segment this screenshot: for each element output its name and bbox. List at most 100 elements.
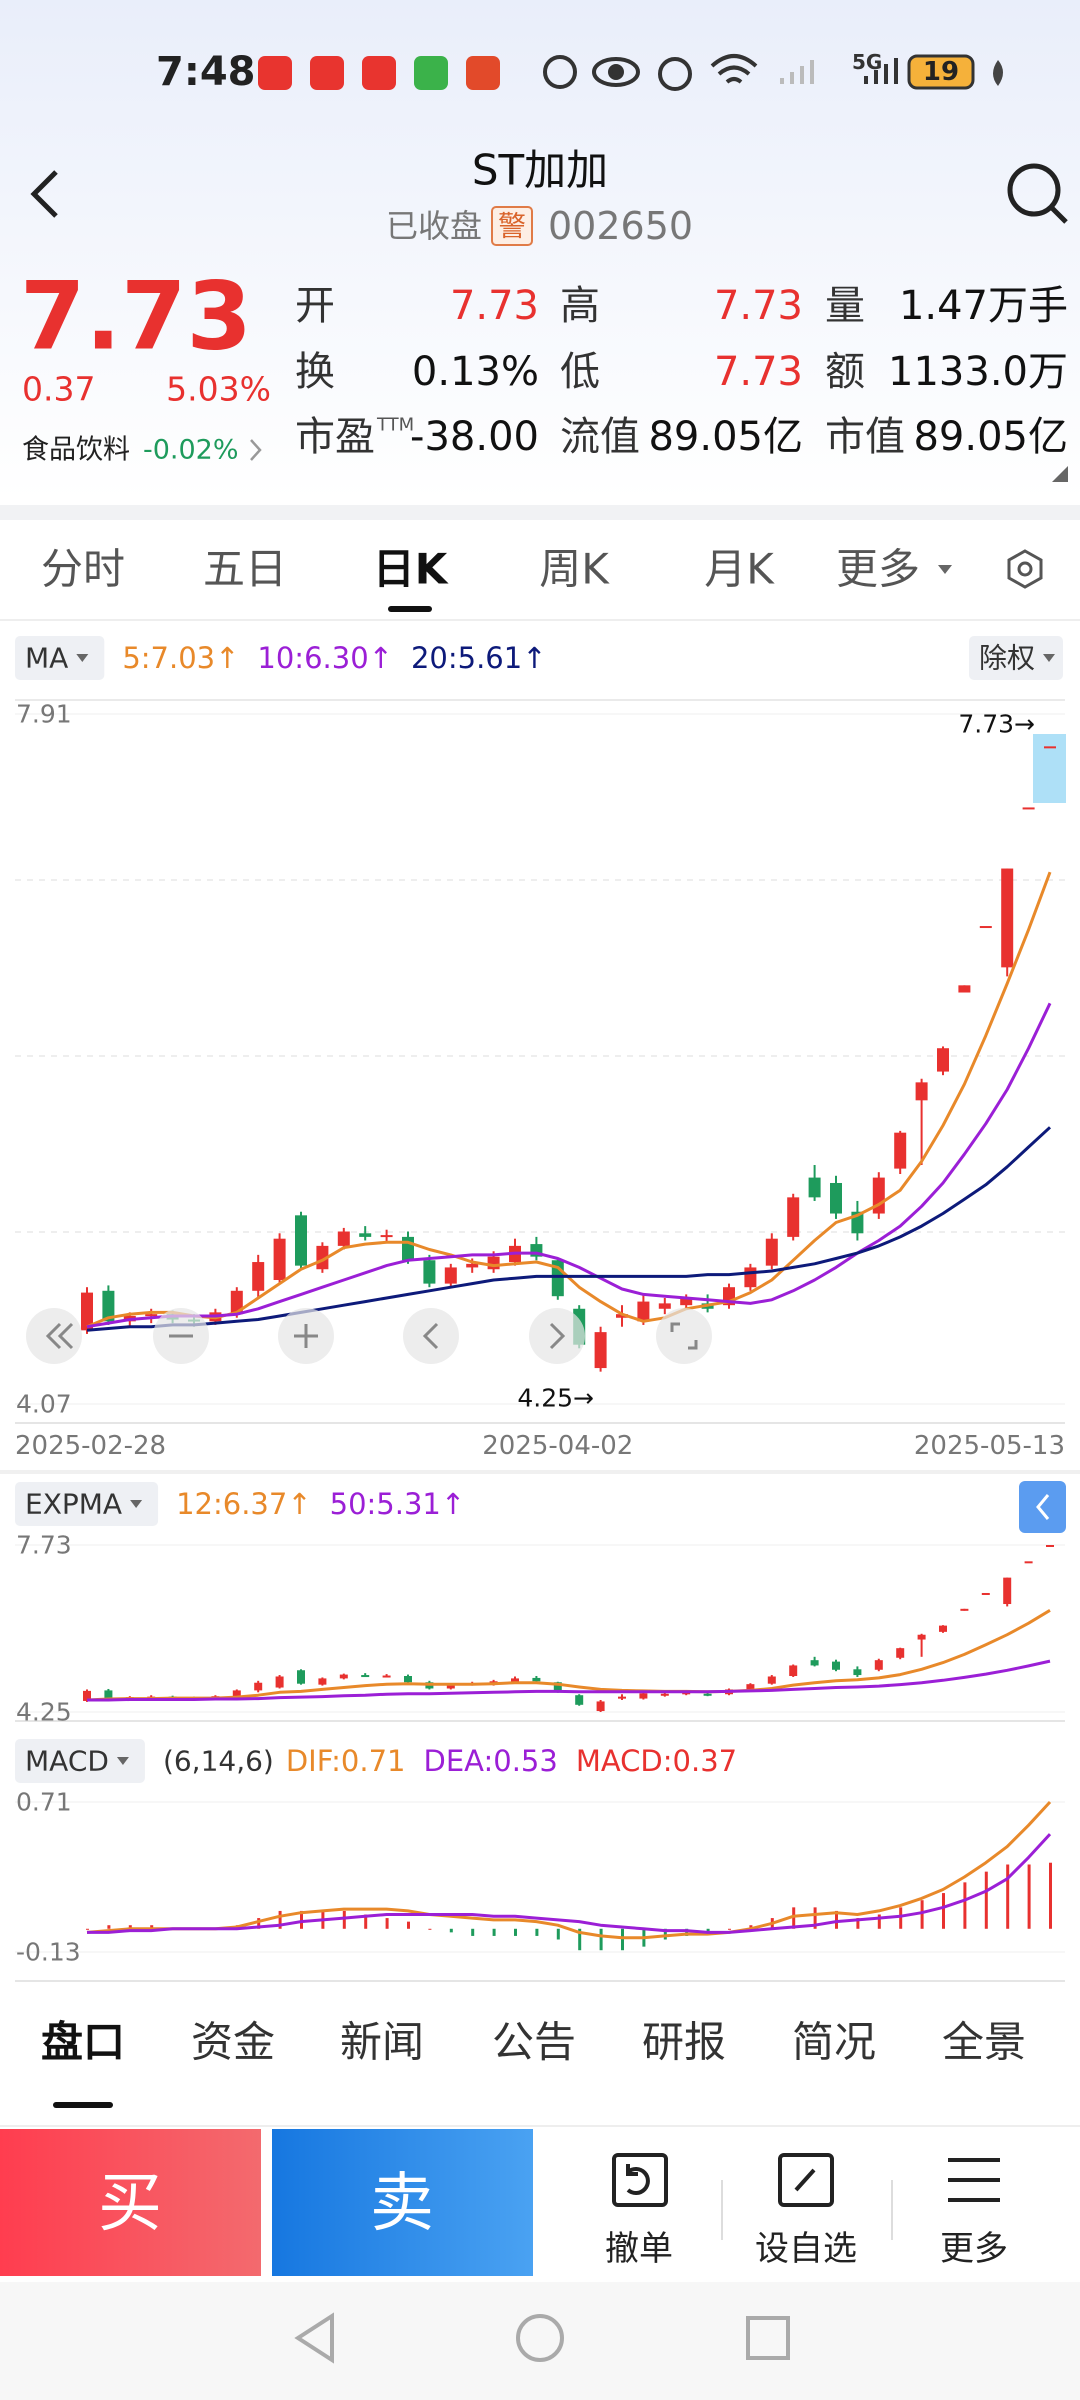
candle-body bbox=[637, 1301, 650, 1322]
macd-bar bbox=[877, 1914, 881, 1929]
candle-body bbox=[1001, 868, 1014, 968]
nav-back[interactable] bbox=[294, 2312, 334, 2364]
candle-body bbox=[616, 1314, 628, 1318]
collapse-tab[interactable] bbox=[1019, 1481, 1066, 1533]
expand-corner[interactable] bbox=[1052, 466, 1068, 482]
candle-body bbox=[404, 1676, 412, 1683]
macd-bar bbox=[1006, 1864, 1010, 1929]
nav-recent[interactable] bbox=[746, 2316, 790, 2360]
indicator-name[interactable]: MA bbox=[25, 642, 68, 675]
indicator-line bbox=[86, 1609, 1051, 1702]
candle-body bbox=[808, 1177, 821, 1198]
bottom-tab[interactable]: 资金 bbox=[191, 2018, 275, 2067]
macd-bar bbox=[86, 1928, 89, 1930]
warning-badge: 警 bbox=[498, 210, 526, 243]
search-button[interactable] bbox=[1007, 163, 1068, 224]
period-tab[interactable]: 分时 bbox=[41, 545, 125, 594]
legend-entry: 50:5.31↑ bbox=[330, 1487, 466, 1521]
bottom-tab[interactable]: 研报 bbox=[642, 2018, 726, 2067]
legend-entry: DEA:0.53 bbox=[424, 1744, 558, 1778]
period-tab[interactable]: 月K bbox=[704, 545, 775, 594]
candle-body bbox=[896, 1648, 905, 1658]
low-marker: 4.25→ bbox=[517, 1384, 594, 1413]
indicator-name[interactable]: EXPMA bbox=[25, 1488, 122, 1521]
candle-body bbox=[1044, 746, 1056, 749]
dropdown-caret bbox=[76, 654, 89, 662]
chart-controls[interactable] bbox=[26, 1308, 712, 1364]
back-button[interactable] bbox=[30, 170, 58, 218]
candle-body bbox=[81, 1292, 93, 1331]
macd-bar bbox=[385, 1918, 389, 1929]
macd-bar bbox=[556, 1928, 560, 1940]
action-label[interactable]: 更多 bbox=[940, 2229, 1008, 2269]
y-tick-label: 4.07 bbox=[16, 1390, 72, 1419]
macd-bar bbox=[449, 1928, 453, 1933]
sector-name[interactable]: 食品饮料 bbox=[22, 435, 130, 466]
candle-body bbox=[83, 1690, 91, 1701]
settings-icon[interactable] bbox=[1007, 549, 1043, 589]
macd-bar bbox=[107, 1925, 111, 1929]
status-time: 7:48 bbox=[156, 49, 256, 95]
candle-body bbox=[658, 1303, 671, 1309]
candle-body bbox=[789, 1665, 798, 1677]
market-status: 已收盘 bbox=[386, 207, 482, 245]
macd-bar bbox=[428, 1928, 432, 1930]
bottom-tab[interactable]: 盘口 bbox=[41, 2018, 125, 2067]
candle-body bbox=[810, 1660, 819, 1666]
nav-home[interactable] bbox=[516, 2314, 564, 2362]
candle-body bbox=[958, 985, 971, 993]
macd-bar bbox=[578, 1928, 582, 1951]
tab-underline bbox=[53, 2102, 113, 2108]
status-system-icons bbox=[543, 54, 898, 91]
period-tab[interactable]: 周K bbox=[539, 545, 610, 594]
indicator-line bbox=[87, 1659, 1051, 1702]
adjust-box bbox=[968, 636, 1063, 680]
action-label[interactable]: 设自选 bbox=[755, 2229, 857, 2269]
tab-underline bbox=[388, 606, 432, 612]
quote-value: 0.13% bbox=[412, 349, 539, 395]
period-tab[interactable]: 更多 bbox=[836, 545, 920, 594]
candle-body bbox=[297, 1670, 305, 1684]
candle-body bbox=[295, 1215, 307, 1266]
dropdown-caret bbox=[116, 1757, 129, 1765]
candle-body bbox=[316, 1245, 329, 1270]
candle-body bbox=[339, 1674, 348, 1679]
candle-body bbox=[596, 1701, 605, 1712]
candle-body bbox=[682, 1692, 691, 1695]
bottom-tab[interactable]: 公告 bbox=[492, 2018, 576, 2067]
macd-bar bbox=[835, 1910, 838, 1929]
dropdown-caret bbox=[938, 565, 952, 574]
period-tab[interactable]: 日K bbox=[373, 545, 449, 594]
macd-bar bbox=[257, 1918, 261, 1929]
indicator-name[interactable]: MACD bbox=[25, 1745, 109, 1778]
period-tab[interactable]: 五日 bbox=[203, 545, 287, 594]
macd-bar bbox=[942, 1893, 945, 1929]
indicator-params: (6,14,6) bbox=[163, 1745, 274, 1778]
buy-button[interactable] bbox=[0, 2129, 261, 2276]
y-tick-label: 7.91 bbox=[16, 700, 72, 729]
selected-candle-highlight bbox=[1033, 734, 1066, 803]
quote-label: 额 bbox=[825, 349, 865, 395]
macd-bar bbox=[342, 1910, 346, 1929]
candle-body bbox=[511, 1678, 519, 1683]
candle-body bbox=[466, 1263, 479, 1268]
bottom-tab[interactable]: 简况 bbox=[792, 2018, 876, 2067]
candle-body bbox=[981, 1592, 990, 1595]
sell-label: 卖 bbox=[370, 2167, 434, 2241]
candle-body bbox=[254, 1682, 263, 1691]
quote-value: 1133.0万 bbox=[888, 349, 1068, 395]
action-items: 撤单 设自选 更多 bbox=[605, 2229, 1008, 2269]
bottom-tab[interactable]: 全景 bbox=[942, 2018, 1026, 2067]
y-tick-label: -0.13 bbox=[16, 1938, 81, 1967]
adjust-label[interactable]: 除权 bbox=[979, 642, 1035, 675]
sell-button[interactable] bbox=[272, 2129, 533, 2276]
y-tick-label: 0.71 bbox=[16, 1788, 72, 1817]
bottom-tab[interactable]: 新闻 bbox=[340, 2018, 424, 2067]
candle-body bbox=[767, 1676, 776, 1684]
action-label[interactable]: 撤单 bbox=[605, 2229, 673, 2269]
period-tabs: 分时 五日 日K 周K 月K 更多 bbox=[41, 545, 952, 612]
indicator-line bbox=[86, 1126, 1052, 1332]
quote-label: 高 bbox=[560, 283, 600, 329]
quote-label: 市盈 bbox=[295, 414, 375, 460]
